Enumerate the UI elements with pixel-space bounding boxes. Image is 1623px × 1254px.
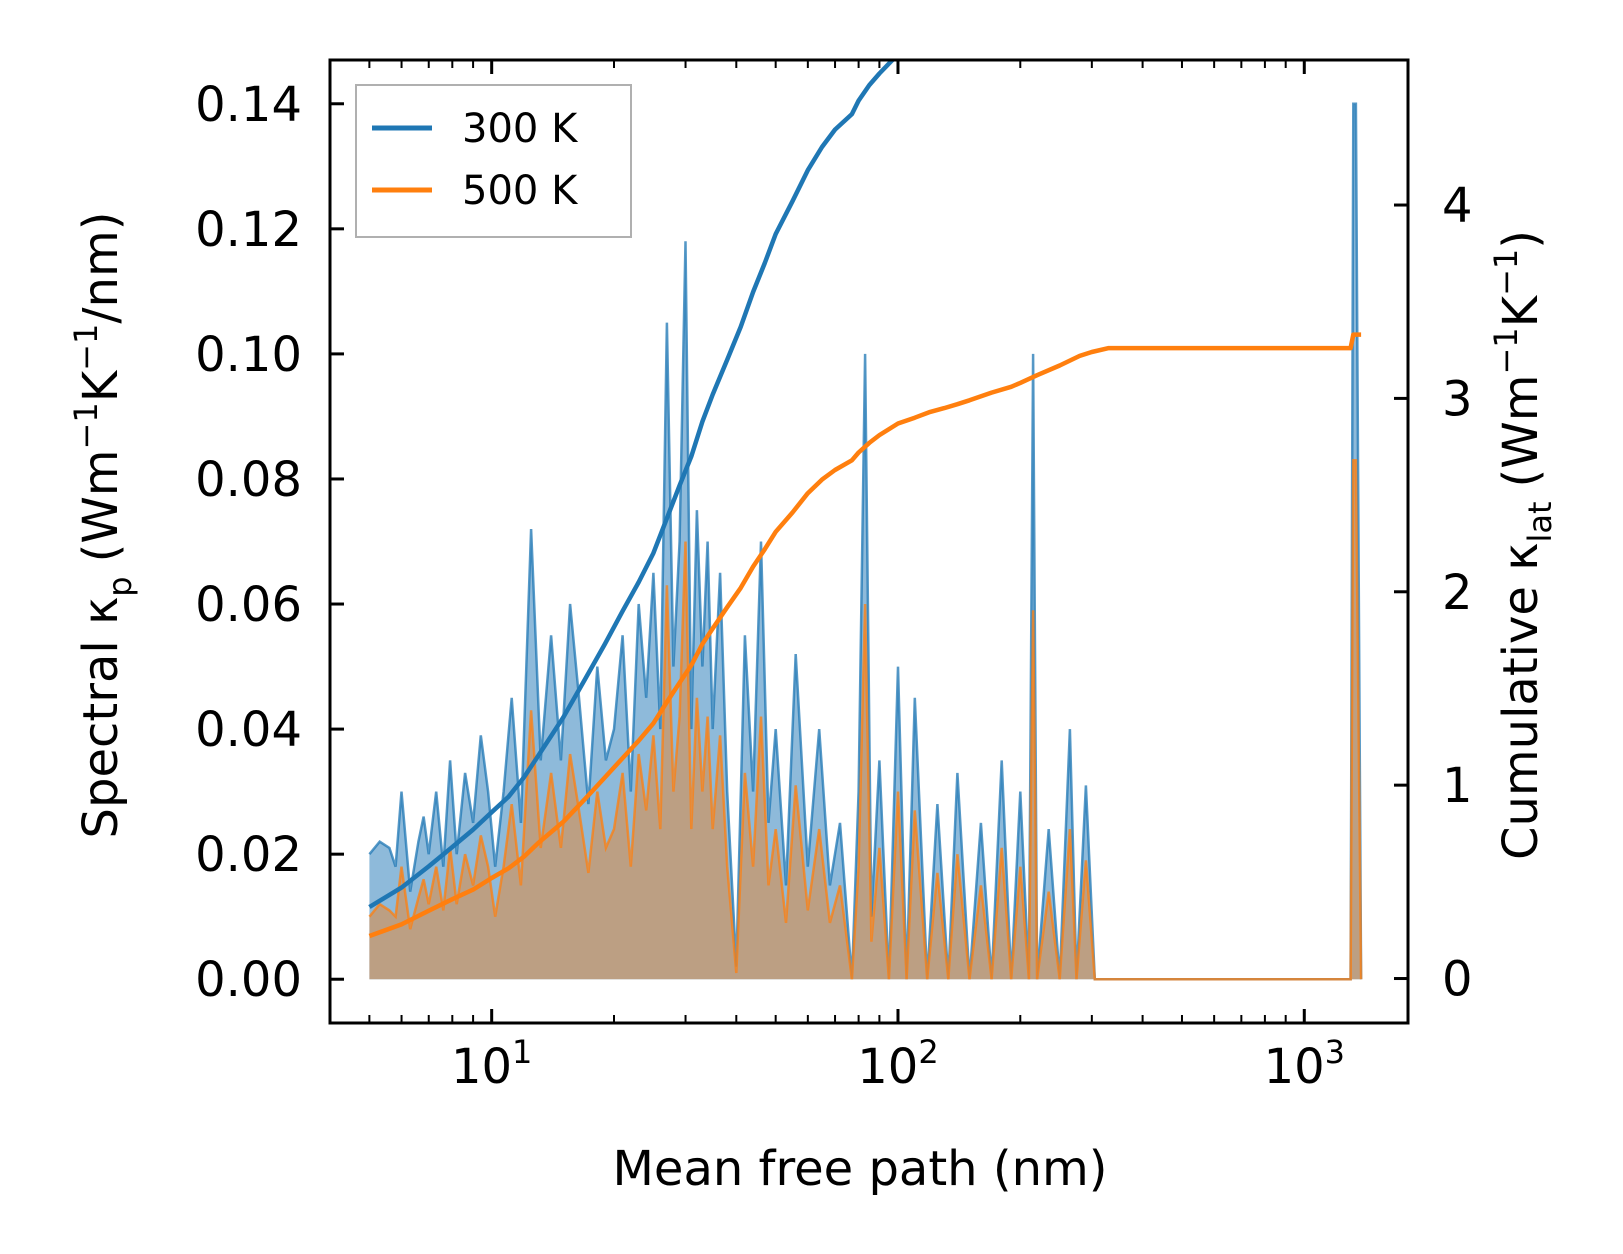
x-axis-label: Mean free path (nm) <box>613 1141 1108 1197</box>
y-left-tick-label: 0.12 <box>195 202 302 258</box>
y-right-tick-label: 2 <box>1442 565 1473 621</box>
legend-label-300k: 300 K <box>462 106 579 152</box>
x-tick-label: 102 <box>857 1033 938 1095</box>
y-right-tick-label: 3 <box>1442 371 1473 427</box>
y-left-tick-label: 0.06 <box>195 577 302 633</box>
y-left-tick-label: 0.10 <box>195 327 302 383</box>
plot-area <box>368 60 1363 981</box>
cumulative-line-300k <box>368 60 896 909</box>
y-right-tick-label: 0 <box>1442 952 1473 1008</box>
y-axis-label-right: Cumulative κlat(Wm−1K−1) <box>1487 230 1559 860</box>
axes-frame <box>328 58 1410 1025</box>
y-left-tick-label: 0.08 <box>195 452 302 508</box>
y-left-tick-label: 0.00 <box>195 952 302 1008</box>
legend-frame <box>355 84 632 238</box>
spectral-area-300k <box>369 103 1362 980</box>
axes: 101 102 1030.000.020.040.060.080.100.120.1… <box>195 58 1473 1095</box>
y-axis-label-left: Spectral κp(Wm−1K−1/nm) <box>67 212 139 839</box>
x-tick-label: 103 <box>1264 1033 1345 1095</box>
y-right-tick-label: 1 <box>1442 758 1473 814</box>
y-left-tick-label: 0.02 <box>195 827 302 883</box>
y-right-tick-label: 4 <box>1442 178 1473 234</box>
spectral-line-500k <box>368 458 1363 981</box>
legend-label-500k: 500 K <box>462 168 579 214</box>
legend: 300 K 500 K <box>355 84 632 238</box>
y-left-tick-label: 0.14 <box>195 77 302 133</box>
cumulative-line-500k <box>368 332 1362 939</box>
x-tick-label: 101 <box>451 1033 532 1095</box>
spectral-area-500k <box>369 460 1362 980</box>
y-left-tick-label: 0.04 <box>195 702 302 758</box>
plot-series <box>368 60 1363 981</box>
spectral-line-300k <box>368 102 1363 981</box>
